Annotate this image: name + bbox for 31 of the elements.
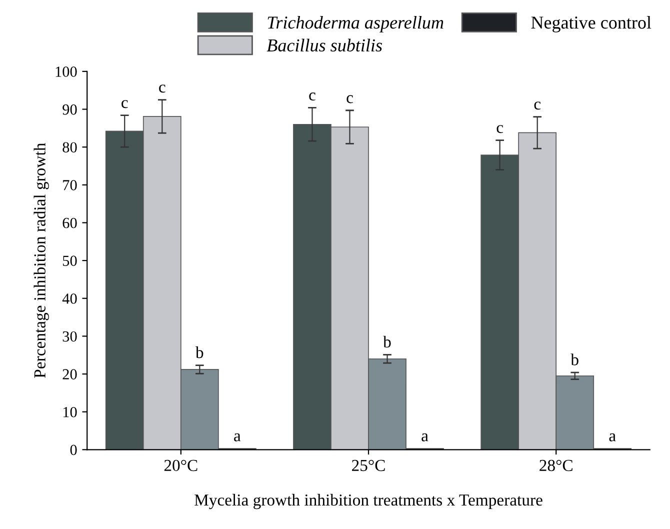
y-axis-title: Percentage inhibition radial growth — [34, 142, 49, 378]
data-label: c — [122, 100, 128, 108]
data-label: c — [496, 125, 504, 134]
data-label: c — [346, 95, 353, 104]
y-tick-label: 30 — [62, 331, 77, 342]
x-axis-title: Mycelia growth inhibition treatments x Temperature — [194, 494, 542, 510]
x-tick-label: 25°C — [352, 460, 385, 472]
legend-label: Negative control — [531, 16, 652, 32]
data-label: b — [195, 346, 204, 358]
y-tick-label: 50 — [62, 256, 77, 266]
y-tick-label: 60 — [62, 218, 77, 228]
y-tick-label: 40 — [62, 293, 77, 304]
data-label: b — [383, 336, 391, 348]
y-tick-label: 80 — [62, 142, 77, 153]
y-tick-label: 100 — [56, 66, 77, 77]
data-label: a — [234, 433, 241, 442]
data-label: c — [309, 92, 316, 101]
y-tick-label: 70 — [63, 180, 77, 190]
data-label: c — [534, 102, 541, 110]
x-tick-label: 28°C — [540, 460, 572, 472]
data-label: c — [159, 84, 166, 93]
y-tick-label: 20 — [62, 369, 77, 380]
data-label: a — [422, 433, 428, 442]
data-label: b — [570, 354, 578, 366]
x-tick-label: 20°C — [164, 460, 198, 472]
y-tick-label: 0 — [70, 444, 77, 456]
legend-label: Trichoderma asperellum — [268, 16, 444, 32]
y-tick-label: 10 — [63, 406, 77, 418]
data-label: a — [609, 433, 616, 442]
legend-label: Bacillus subtilis — [266, 38, 382, 52]
y-tick-label: 90 — [62, 104, 77, 115]
